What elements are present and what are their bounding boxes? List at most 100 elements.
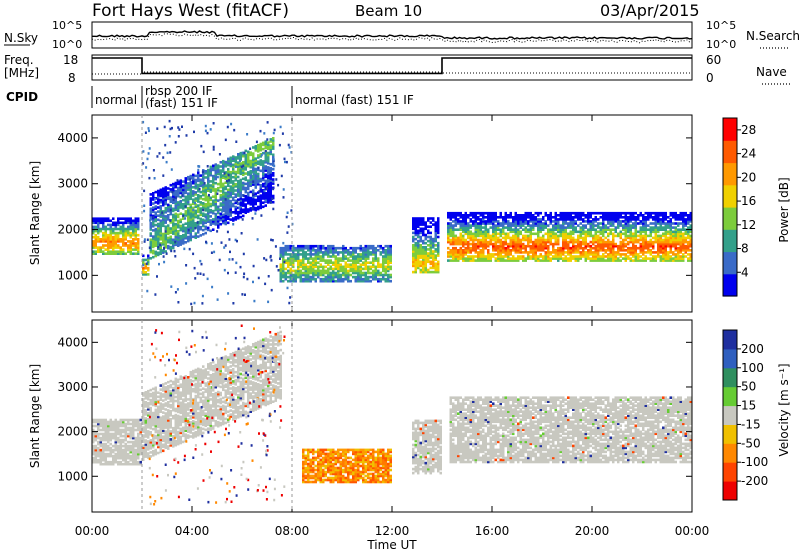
power-cell — [125, 242, 128, 245]
power-cell — [244, 294, 246, 297]
power-cell — [367, 261, 370, 264]
power-cell — [250, 151, 253, 154]
power-cell — [182, 199, 185, 202]
power-cell — [472, 233, 475, 236]
power-cell — [447, 222, 450, 225]
power-cell — [427, 225, 430, 228]
power-cell — [105, 252, 108, 255]
power-cell — [605, 212, 608, 215]
power-cell — [215, 188, 218, 191]
power-cell — [605, 249, 608, 252]
power-cell — [127, 217, 130, 220]
power-cell — [567, 212, 570, 215]
power-cell — [575, 245, 578, 248]
power-cell — [607, 226, 610, 229]
power-cell — [507, 214, 510, 217]
power-cell — [502, 237, 505, 240]
power-cell — [377, 249, 380, 252]
power-cell — [307, 245, 310, 248]
power-cell — [159, 152, 161, 155]
power-cell — [165, 215, 168, 218]
power-cell — [547, 214, 550, 217]
power-cell — [146, 263, 148, 266]
power-cell — [130, 217, 133, 220]
power-cell — [580, 222, 583, 225]
power-cell — [687, 226, 690, 229]
power-cell — [435, 221, 438, 224]
power-cell — [522, 235, 525, 238]
power-cell — [169, 219, 171, 222]
power-cell — [457, 212, 460, 215]
velocity-cell — [122, 445, 125, 448]
power-cell — [427, 244, 430, 247]
power-cell — [640, 243, 643, 246]
power-cell — [252, 189, 255, 192]
power-cell — [185, 282, 187, 285]
power-cell — [227, 231, 229, 234]
power-cell — [627, 247, 630, 250]
power-cell — [322, 251, 325, 254]
power-cell — [162, 156, 164, 159]
power-cell — [255, 199, 258, 202]
power-cell — [205, 203, 208, 206]
power-cell — [340, 274, 343, 277]
power-cell — [155, 228, 158, 231]
power-cell — [267, 141, 270, 144]
power-cell — [647, 257, 650, 260]
power-cell — [232, 223, 234, 226]
velocity-cell — [120, 419, 123, 422]
power-cell — [452, 220, 455, 223]
power-cell — [215, 213, 218, 216]
power-cell — [507, 220, 510, 223]
power-cell — [372, 270, 375, 273]
power-cell — [552, 243, 555, 246]
power-cell — [687, 214, 690, 217]
velocity-cell — [130, 463, 133, 466]
power-cell — [150, 232, 153, 235]
power-cell — [177, 201, 180, 204]
power-cell — [177, 220, 180, 223]
power-cell — [625, 243, 628, 246]
power-cell — [565, 212, 568, 215]
power-cell — [295, 253, 298, 256]
power-cell — [680, 255, 683, 258]
power-cell — [545, 212, 548, 215]
nsky-panel — [92, 22, 692, 48]
power-cell — [680, 222, 683, 225]
power-cell — [208, 194, 210, 197]
power-cell — [670, 255, 673, 258]
power-cell — [270, 255, 272, 258]
power-cell — [262, 148, 265, 151]
velocity-cell — [132, 441, 135, 444]
power-cell — [582, 247, 585, 250]
power-cell — [252, 193, 254, 196]
velocity-cell — [122, 419, 125, 422]
power-cell — [155, 205, 158, 208]
power-cell — [500, 228, 503, 231]
power-cell — [282, 242, 284, 245]
power-cell — [582, 224, 585, 227]
power-cell — [390, 245, 393, 248]
power-cell — [110, 220, 113, 223]
power-cell — [194, 302, 196, 305]
power-cell — [600, 222, 603, 225]
power-cell — [243, 253, 245, 256]
power-cell — [102, 217, 105, 220]
power-cell — [242, 178, 245, 181]
power-cell — [460, 247, 463, 250]
power-cell — [285, 245, 288, 248]
power-cell — [160, 189, 163, 192]
power-cell — [199, 260, 201, 263]
power-cell — [100, 246, 103, 249]
power-cell — [201, 302, 203, 305]
power-cell — [530, 224, 533, 227]
power-cell — [235, 189, 238, 192]
power-cell — [235, 206, 238, 209]
power-cell — [512, 255, 515, 258]
power-cell — [95, 234, 98, 237]
power-cell — [340, 257, 343, 260]
power-cell — [217, 183, 220, 186]
power-cell — [587, 249, 590, 252]
